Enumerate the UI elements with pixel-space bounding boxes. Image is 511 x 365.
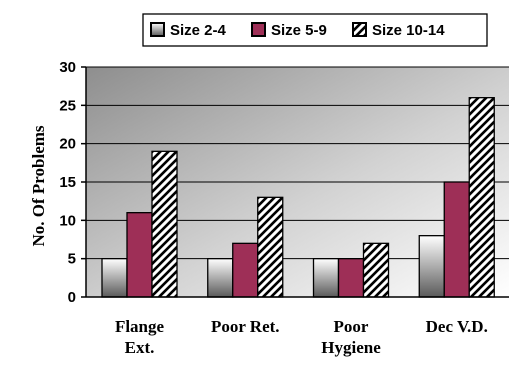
- bar-size-5-9: [443, 181, 470, 298]
- legend: Size 2-4 Size 5-9 Size 10-14: [142, 13, 488, 47]
- x-category-label: Flange: [115, 317, 165, 336]
- legend-label: Size 10-14: [372, 22, 445, 39]
- x-axis-categories: Flange Ext. Poor Ret. Poor Hygiene Dec V.D.: [115, 317, 488, 357]
- legend-label: Size 5-9: [271, 22, 327, 39]
- x-category-label: Ext.: [125, 338, 155, 357]
- bar-size-5-9: [337, 258, 365, 298]
- legend-box: [142, 13, 488, 47]
- x-category-label: Poor Ret.: [211, 317, 280, 336]
- y-tick-label: 5: [68, 251, 76, 268]
- y-tick-label: 15: [59, 174, 76, 191]
- bars: [101, 97, 495, 298]
- legend-swatch: [150, 22, 165, 37]
- bar-size-10-14: [468, 97, 495, 298]
- y-axis-label: No. Of Problems: [29, 125, 48, 246]
- bar-size-5-9: [232, 242, 259, 298]
- legend-swatch: [251, 22, 266, 37]
- y-tick-label: 0: [68, 289, 76, 306]
- bar-size-2-4: [207, 258, 234, 298]
- bar-size-10-14: [362, 242, 390, 298]
- legend-label: Size 2-4: [170, 22, 227, 39]
- x-category-label: Dec V.D.: [426, 317, 488, 336]
- bar-size-2-4: [418, 235, 445, 298]
- bar-size-10-14: [257, 196, 284, 298]
- bar-size-5-9: [126, 212, 153, 298]
- x-category-label: Hygiene: [321, 338, 381, 357]
- bar-size-2-4: [312, 258, 340, 298]
- bar-size-2-4: [101, 258, 128, 298]
- y-axis-ticks: 0 5 10 15 20 25 30: [59, 59, 86, 306]
- y-tick-label: 10: [59, 212, 76, 229]
- x-category-label: Poor: [334, 317, 369, 336]
- legend-swatch: [352, 22, 367, 37]
- y-tick-label: 25: [59, 97, 76, 114]
- y-tick-label: 20: [59, 136, 76, 153]
- bar-size-10-14: [151, 150, 178, 298]
- y-tick-label: 30: [59, 59, 76, 76]
